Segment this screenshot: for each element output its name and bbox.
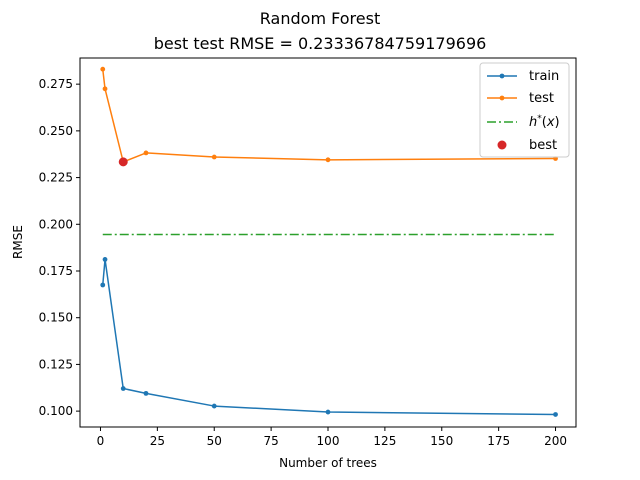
x-tick-label: 200 — [544, 434, 567, 448]
legend-test-label: test — [529, 91, 554, 106]
y-tick-label: 0.125 — [39, 357, 73, 371]
x-tick-label: 125 — [373, 434, 396, 448]
legend-train-label: train — [529, 69, 559, 84]
legend-hstar-label: h*(x) — [529, 114, 560, 130]
y-tick-label: 0.200 — [39, 217, 73, 231]
series-train-point — [553, 412, 558, 417]
x-tick-label: 0 — [97, 434, 105, 448]
chart-subtitle: best test RMSE = 0.23336784759179696 — [154, 34, 487, 53]
series-train-point — [102, 257, 108, 262]
legend: train test h*(x) best — [479, 62, 570, 158]
y-axis-label: RMSE — [11, 225, 25, 259]
series-test-point — [102, 86, 108, 92]
x-tick-label: 75 — [263, 434, 278, 448]
x-tick-label: 150 — [430, 434, 453, 448]
series-train-line — [102, 258, 556, 416]
legend-box — [479, 62, 570, 158]
x-axis-label: Number of trees — [279, 456, 377, 470]
x-tick-label: 175 — [487, 434, 510, 448]
legend-best-label: best — [529, 138, 557, 153]
series-train-point — [100, 282, 106, 288]
legend-best-marker — [497, 140, 507, 150]
series-train-point — [211, 403, 217, 409]
legend-train-marker — [499, 73, 505, 79]
series-test-point — [143, 150, 149, 156]
y-axis: 0.100 0.125 0.150 0.175 0.200 0.225 0.250 0.275 — [39, 77, 80, 418]
y-tick-label: 0.275 — [39, 77, 73, 91]
y-tick-label: 0.175 — [39, 264, 73, 278]
series-best-point — [118, 157, 128, 167]
y-tick-label: 0.225 — [39, 171, 73, 185]
legend-test-marker — [499, 95, 505, 101]
x-tick-label: 25 — [150, 434, 165, 448]
y-tick-label: 0.150 — [39, 311, 73, 325]
x-tick-label: 50 — [207, 434, 222, 448]
series-test-point — [211, 154, 217, 160]
series-train-point — [120, 386, 126, 391]
series-test-point — [325, 157, 331, 163]
x-tick-label: 100 — [317, 434, 340, 448]
y-tick-label: 0.250 — [39, 124, 73, 138]
series-test-point — [100, 66, 106, 72]
series-train-point — [325, 409, 331, 415]
chart-title: Random Forest — [260, 9, 380, 28]
y-tick-label: 0.100 — [39, 404, 73, 418]
series-train-point — [143, 390, 149, 396]
plot-area — [100, 66, 558, 417]
x-axis: 0 25 50 75 100 125 150 175 200 — [97, 427, 567, 448]
